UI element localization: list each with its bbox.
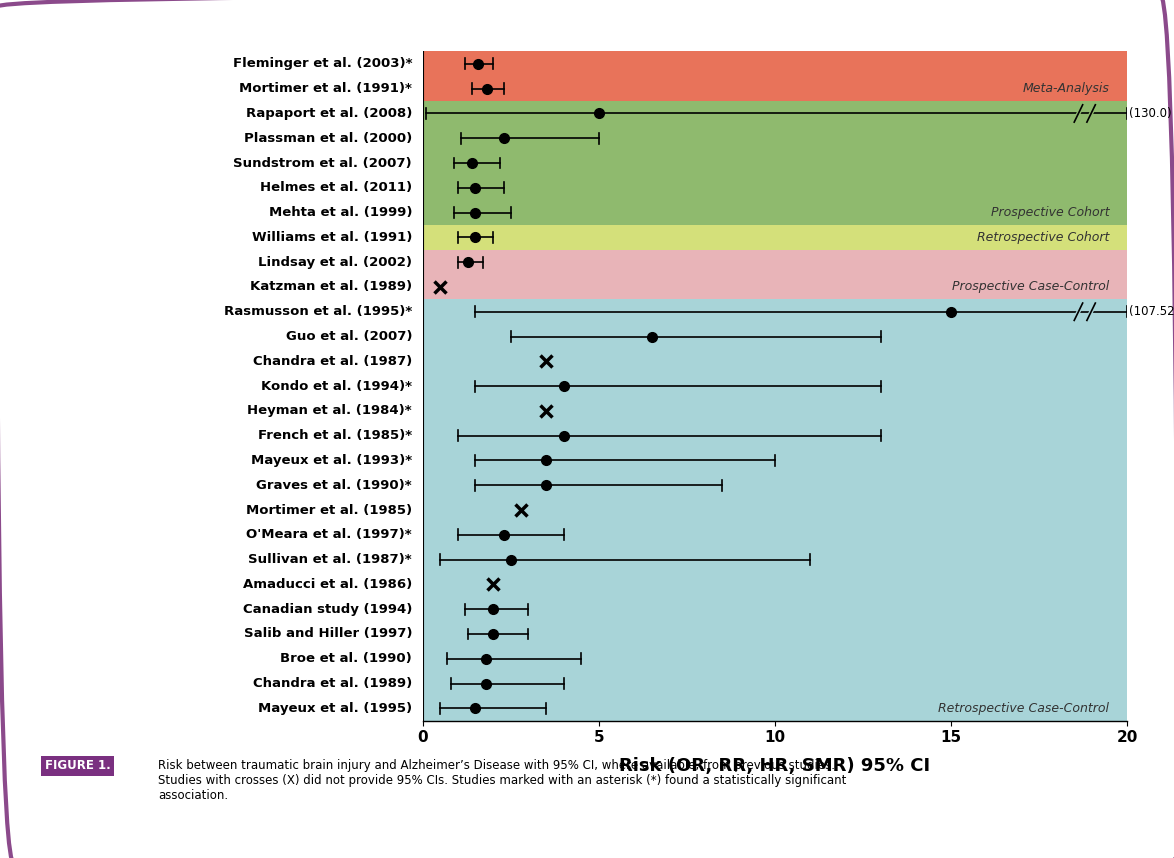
Text: Williams et al. (1991): Williams et al. (1991) (251, 231, 412, 244)
Text: Chandra et al. (1989): Chandra et al. (1989) (252, 677, 412, 690)
Text: Canadian study (1994): Canadian study (1994) (243, 602, 412, 616)
Text: Mortimer et al. (1985): Mortimer et al. (1985) (245, 504, 412, 517)
Text: Amaducci et al. (1986): Amaducci et al. (1986) (243, 578, 412, 591)
Bar (423, 250, 1127, 299)
Text: Chandra et al. (1987): Chandra et al. (1987) (252, 355, 412, 368)
Text: (107.52): (107.52) (1128, 305, 1174, 318)
Text: Graves et al. (1990)*: Graves et al. (1990)* (256, 479, 412, 492)
Text: FIGURE 1.: FIGURE 1. (45, 759, 110, 772)
Text: Rapaport et al. (2008): Rapaport et al. (2008) (245, 107, 412, 120)
Bar (423, 299, 1127, 721)
Text: Mayeux et al. (1993)*: Mayeux et al. (1993)* (251, 454, 412, 467)
Text: Rasmusson et al. (1995)*: Rasmusson et al. (1995)* (224, 305, 412, 318)
Text: Meta-Analysis: Meta-Analysis (1023, 82, 1109, 95)
Text: Mayeux et al. (1995): Mayeux et al. (1995) (258, 702, 412, 715)
Text: Retrospective Case-Control: Retrospective Case-Control (938, 702, 1109, 715)
Text: Katzman et al. (1989): Katzman et al. (1989) (250, 281, 412, 293)
Text: Broe et al. (1990): Broe et al. (1990) (281, 652, 412, 665)
Text: Salib and Hiller (1997): Salib and Hiller (1997) (243, 627, 412, 640)
Text: Prospective Case-Control: Prospective Case-Control (952, 281, 1109, 293)
Text: Sundstrom et al. (2007): Sundstrom et al. (2007) (234, 156, 412, 170)
Text: Kondo et al. (1994)*: Kondo et al. (1994)* (261, 379, 412, 393)
Text: Helmes et al. (2011): Helmes et al. (2011) (259, 181, 412, 194)
Text: Mortimer et al. (1991)*: Mortimer et al. (1991)* (239, 82, 412, 95)
Text: Plassman et al. (2000): Plassman et al. (2000) (244, 132, 412, 145)
Text: Sullivan et al. (1987)*: Sullivan et al. (1987)* (249, 553, 412, 566)
Text: Prospective Cohort: Prospective Cohort (991, 206, 1109, 219)
Text: O'Meara et al. (1997)*: O'Meara et al. (1997)* (247, 529, 412, 541)
Text: French et al. (1985)*: French et al. (1985)* (258, 429, 412, 442)
Text: Heyman et al. (1984)*: Heyman et al. (1984)* (248, 404, 412, 417)
Text: Risk between traumatic brain injury and Alzheimer’s Disease with 95% CI, where a: Risk between traumatic brain injury and … (158, 759, 846, 802)
Text: Mehta et al. (1999): Mehta et al. (1999) (269, 206, 412, 219)
Text: Guo et al. (2007): Guo et al. (2007) (285, 330, 412, 343)
Bar (423, 225, 1127, 250)
Bar (423, 101, 1127, 225)
Text: Lindsay et al. (2002): Lindsay et al. (2002) (258, 256, 412, 269)
Text: Retrospective Cohort: Retrospective Cohort (977, 231, 1109, 244)
Bar (423, 51, 1127, 101)
Text: Fleminger et al. (2003)*: Fleminger et al. (2003)* (232, 57, 412, 70)
X-axis label: Risk (OR, RR, HR, SMR) 95% CI: Risk (OR, RR, HR, SMR) 95% CI (619, 757, 931, 775)
Text: (130.0): (130.0) (1128, 107, 1172, 120)
